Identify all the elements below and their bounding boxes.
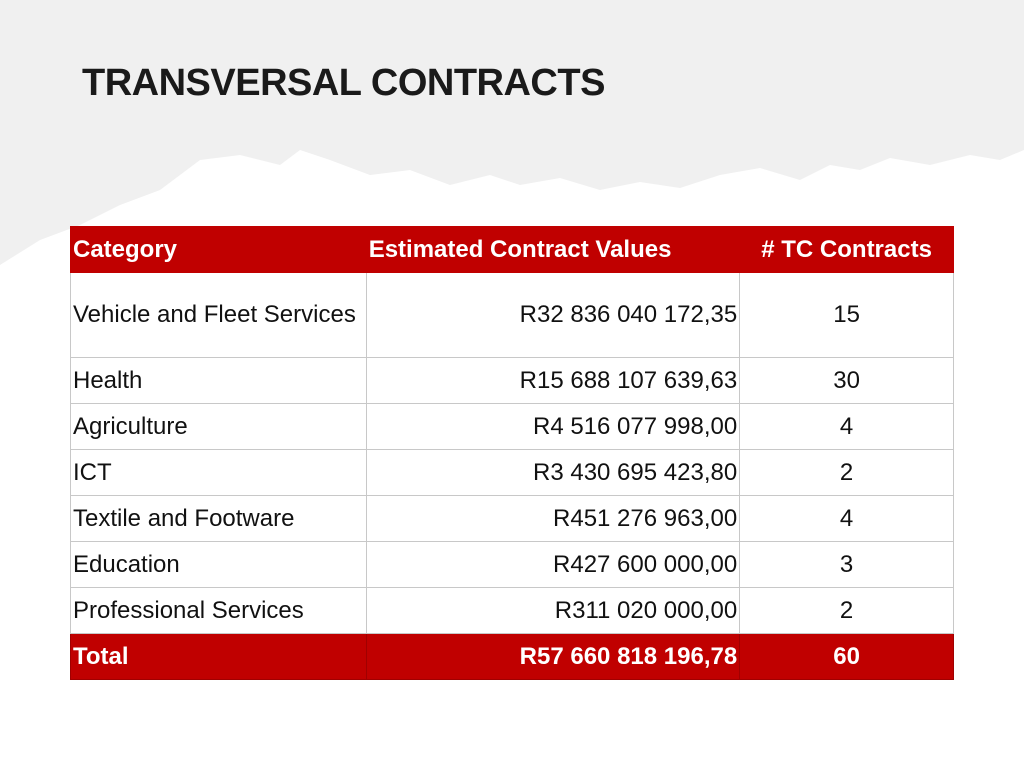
table-cell: 30 — [739, 357, 954, 404]
table-row: Vehicle and Fleet Services R32 836 040 17… — [70, 272, 954, 358]
table-cell: R427 600 000,00 — [365, 541, 741, 588]
table-cell: Professional Services — [70, 587, 367, 634]
table-row: Professional Services R311 020 000,00 2 — [70, 587, 954, 634]
contracts-table: Category Estimated Contract Values # TC Co… — [70, 226, 954, 680]
table-row: Agriculture R4 516 077 998,00 4 — [70, 403, 954, 450]
column-header: Category — [70, 226, 367, 273]
total-cell: R57 660 818 196,78 — [365, 633, 741, 680]
table-cell: 4 — [739, 495, 954, 542]
table-cell: Vehicle and Fleet Services — [70, 272, 367, 358]
table-cell: R32 836 040 172,35 — [365, 272, 741, 358]
column-header: # TC Contracts — [739, 226, 954, 273]
table-cell: R15 688 107 639,63 — [365, 357, 741, 404]
table-cell: R451 276 963,00 — [365, 495, 741, 542]
table-cell: 4 — [739, 403, 954, 450]
table-cell: 2 — [739, 449, 954, 496]
table-cell: 3 — [739, 541, 954, 588]
header-row: Category Estimated Contract Values # TC Co… — [70, 226, 954, 273]
table-cell: 2 — [739, 587, 954, 634]
table-cell: ICT — [70, 449, 367, 496]
table-row: Textile and Footware R451 276 963,00 4 — [70, 495, 954, 542]
table-cell: R4 516 077 998,00 — [365, 403, 741, 450]
table-cell: Textile and Footware — [70, 495, 367, 542]
table-cell: Education — [70, 541, 367, 588]
table-cell: Health — [70, 357, 367, 404]
total-cell: 60 — [739, 633, 954, 680]
total-cell: Total — [70, 633, 367, 680]
column-header: Estimated Contract Values — [365, 226, 741, 273]
title: TRANSVERSAL CONTRACTS — [82, 62, 605, 104]
table-row: Health R15 688 107 639,63 30 — [70, 357, 954, 404]
total-row: Total R57 660 818 196,78 60 — [70, 633, 954, 680]
table-cell: Agriculture — [70, 403, 367, 450]
table-row: Education R427 600 000,00 3 — [70, 541, 954, 588]
table-cell: 15 — [739, 272, 954, 358]
table-cell: R3 430 695 423,80 — [365, 449, 741, 496]
table-cell: R311 020 000,00 — [365, 587, 741, 634]
table-row: ICT R3 430 695 423,80 2 — [70, 449, 954, 496]
